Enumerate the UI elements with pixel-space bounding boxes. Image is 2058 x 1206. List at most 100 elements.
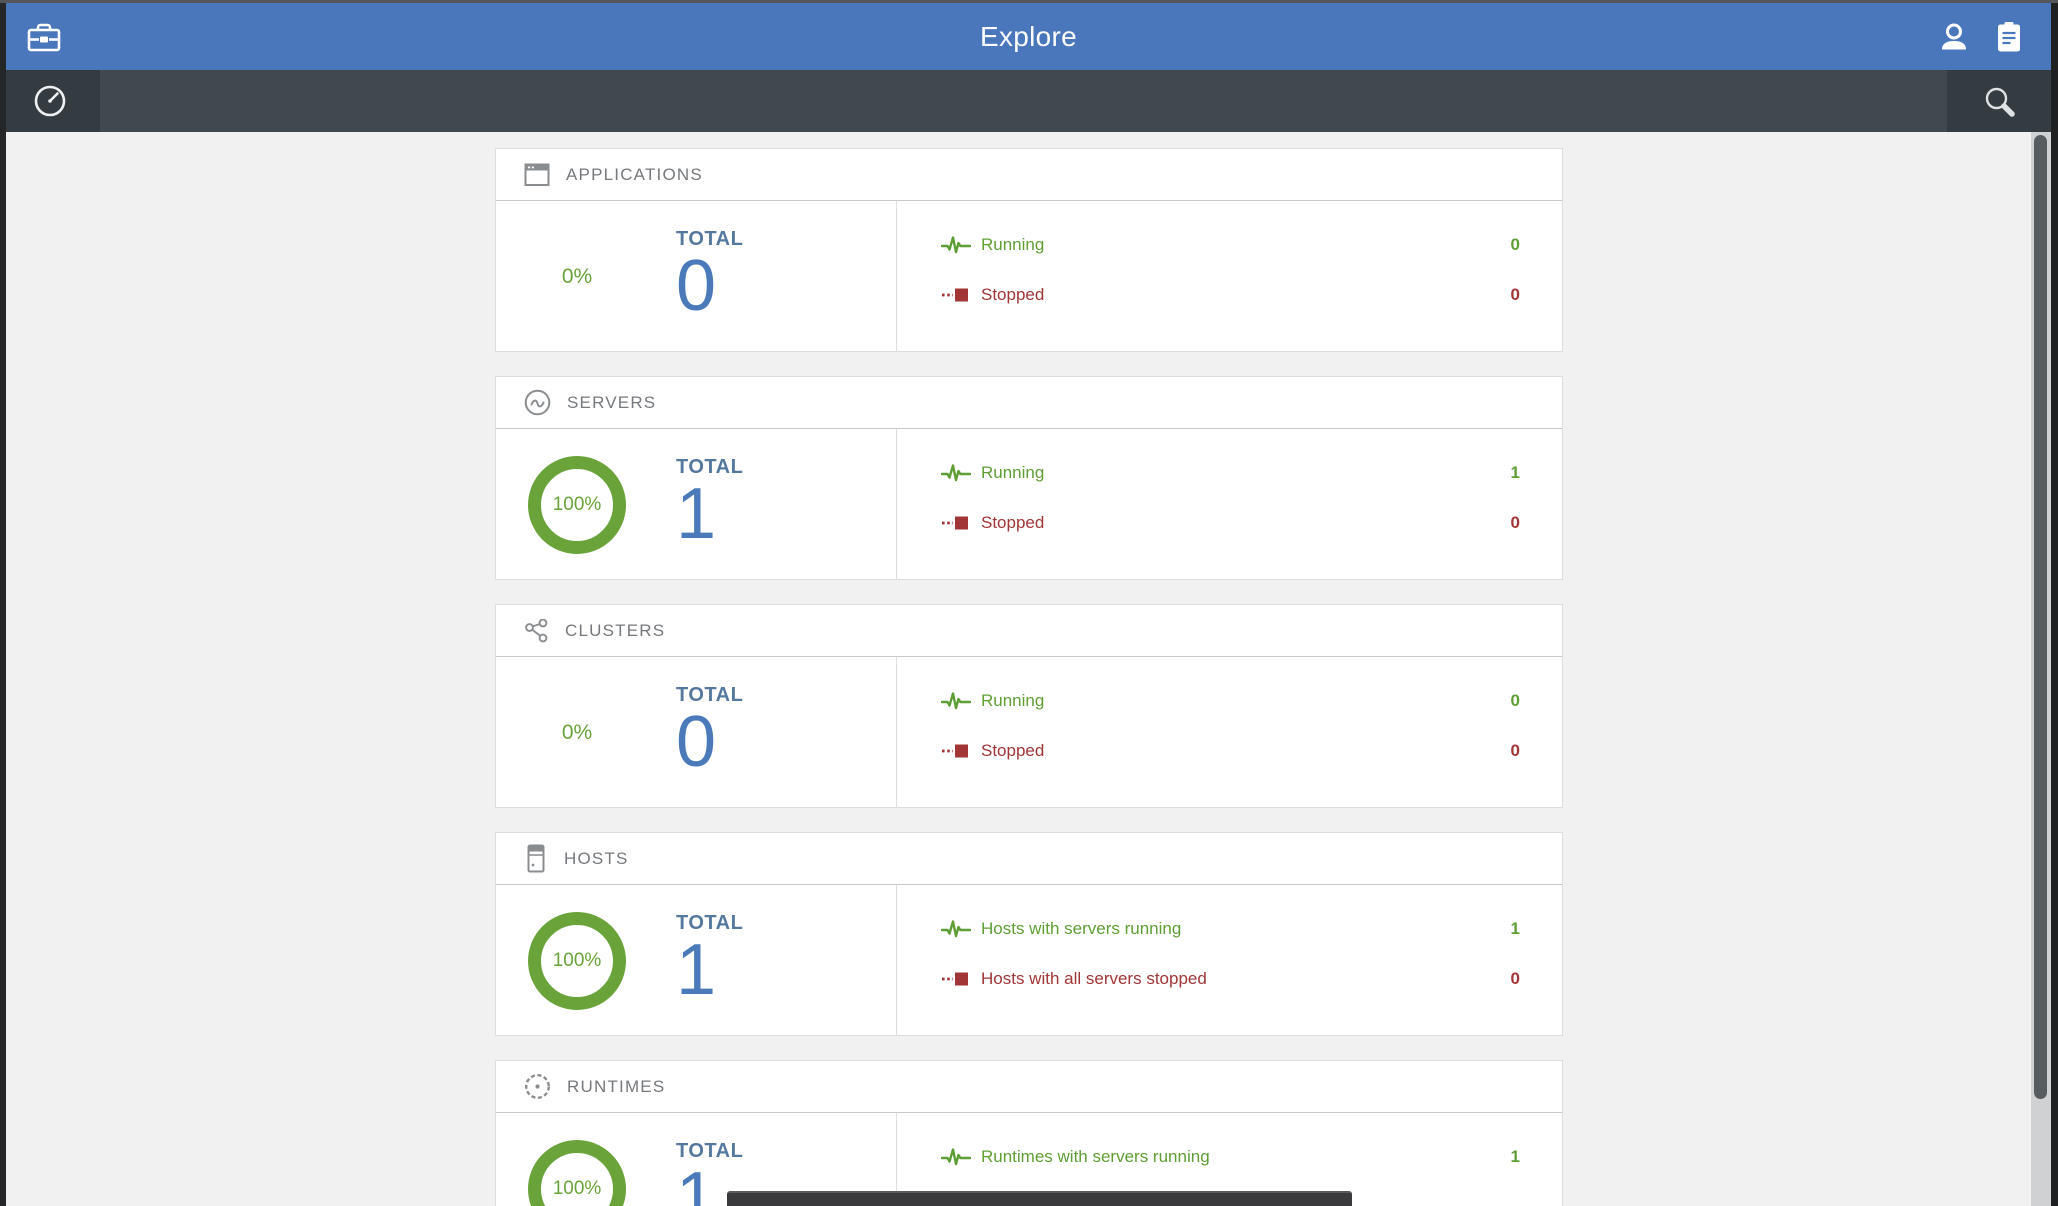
- total-value: 0: [676, 702, 717, 783]
- total-value: 1: [676, 1158, 717, 1206]
- section-servers[interactable]: SERVERS 100% TOTAL 1 Running 1 Stopped 0: [495, 376, 1563, 580]
- status-row-running[interactable]: Hosts with servers running 1: [941, 911, 1520, 947]
- status-label: Runtimes with servers running: [981, 1147, 1210, 1166]
- section-body: 100% TOTAL 1 Running 1 Stopped 0: [496, 429, 1562, 580]
- finder-toolbar: [0, 70, 2051, 132]
- section-statuses: Hosts with servers running 1 Hosts with al…: [897, 885, 1562, 1036]
- stopped-icon: [941, 512, 973, 534]
- section-hosts[interactable]: HOSTS 100% TOTAL 1 Hosts with servers runnin…: [495, 832, 1563, 1036]
- total-label: TOTAL: [676, 456, 744, 479]
- section-header-runtimes: RUNTIMES: [496, 1061, 1562, 1113]
- cluster-icon: [524, 618, 549, 643]
- section-clusters[interactable]: CLUSTERS 0% TOTAL 0 Running 0 Stopped 0: [495, 604, 1563, 808]
- section-statuses: Running 0 Stopped 0: [897, 657, 1562, 808]
- total-label: TOTAL: [676, 912, 744, 935]
- status-count: 0: [1510, 741, 1520, 760]
- section-title: CLUSTERS: [565, 620, 666, 640]
- status-row-stopped[interactable]: Stopped 0: [941, 505, 1520, 541]
- status-count: 1: [1510, 919, 1520, 938]
- section-statuses: Runtimes with servers running 1: [897, 1113, 1562, 1206]
- section-body: 0% TOTAL 0 Running 0 Stopped 0: [496, 201, 1562, 352]
- scrollbar-thumb[interactable]: [2034, 135, 2047, 1099]
- section-title: SERVERS: [567, 392, 657, 412]
- clipboard-icon[interactable]: [1995, 21, 2023, 53]
- status-row-stopped[interactable]: Stopped 0: [941, 733, 1520, 769]
- status-label: Running: [981, 235, 1045, 254]
- status-count: 0: [1510, 285, 1520, 304]
- status-count: 0: [1510, 691, 1520, 710]
- window-top-edge: [0, 0, 2058, 3]
- section-statuses: Running 1 Stopped 0: [897, 429, 1562, 580]
- status-row-running[interactable]: Running 0: [941, 227, 1520, 263]
- window-icon: [524, 163, 550, 187]
- status-label: Stopped: [981, 741, 1045, 760]
- section-title: APPLICATIONS: [566, 164, 703, 184]
- section-body: 0% TOTAL 0 Running 0 Stopped 0: [496, 657, 1562, 808]
- page-title: Explore: [979, 20, 1078, 52]
- title-bar: Explore: [6, 3, 2051, 70]
- section-header-clusters: CLUSTERS: [496, 605, 1562, 657]
- percent-label: 100%: [552, 949, 602, 971]
- section-statuses: Running 0 Stopped 0: [897, 201, 1562, 352]
- user-icon[interactable]: [1939, 22, 1969, 52]
- percent-label: 0%: [561, 264, 593, 288]
- vertical-scrollbar[interactable]: [2031, 132, 2051, 1206]
- window-edge-left: [0, 0, 6, 1206]
- total-label: TOTAL: [676, 228, 744, 251]
- title-bar-actions: [1939, 21, 2051, 53]
- section-summary: 0% TOTAL 0: [496, 201, 897, 352]
- section-summary: 0% TOTAL 0: [496, 657, 897, 808]
- running-icon: [941, 462, 973, 484]
- total-label: TOTAL: [676, 1140, 744, 1163]
- runtime-icon: [524, 1073, 551, 1100]
- status-count: 0: [1510, 969, 1520, 988]
- host-icon: [524, 844, 548, 873]
- status-label: Running: [981, 691, 1045, 710]
- running-icon: [941, 234, 973, 256]
- status-count: 0: [1510, 513, 1520, 532]
- section-summary: 100% TOTAL 1: [496, 429, 897, 580]
- toolbox-icon[interactable]: [26, 21, 62, 53]
- server-icon: [524, 389, 551, 416]
- running-icon: [941, 690, 973, 712]
- sections-column: APPLICATIONS 0% TOTAL 0 Running 0 Stopped 0 SERV…: [495, 132, 1563, 1206]
- donut-chart: 100%: [528, 1139, 626, 1206]
- section-summary: 100% TOTAL 1: [496, 1113, 897, 1206]
- stopped-icon: [941, 284, 973, 306]
- search-icon[interactable]: [1947, 70, 2051, 132]
- total-label: TOTAL: [676, 684, 744, 707]
- running-icon: [941, 918, 973, 940]
- status-row-running[interactable]: Runtimes with servers running 1: [941, 1139, 1520, 1175]
- percent-label: 0%: [561, 720, 593, 744]
- total-value: 1: [676, 930, 717, 1011]
- status-row-running[interactable]: Running 1: [941, 455, 1520, 491]
- section-applications[interactable]: APPLICATIONS 0% TOTAL 0 Running 0 Stopped 0: [495, 148, 1563, 352]
- status-count: 1: [1510, 1147, 1520, 1166]
- content-area: APPLICATIONS 0% TOTAL 0 Running 0 Stopped 0 SERV…: [0, 132, 2058, 1206]
- status-label: Running: [981, 463, 1045, 482]
- running-icon: [941, 1146, 973, 1168]
- status-label: Hosts with servers running: [981, 919, 1182, 938]
- donut-chart: 100%: [528, 455, 626, 554]
- section-summary: 100% TOTAL 1: [496, 885, 897, 1036]
- horizontal-scrollbar-thumb[interactable]: [727, 1191, 1352, 1206]
- stopped-icon: [941, 740, 973, 762]
- section-runtimes[interactable]: RUNTIMES 100% TOTAL 1 Runtimes with servers …: [495, 1060, 1563, 1206]
- stopped-icon: [941, 968, 973, 990]
- status-row-stopped[interactable]: Hosts with all servers stopped 0: [941, 961, 1520, 997]
- status-label: Stopped: [981, 285, 1045, 304]
- status-row-running[interactable]: Running 0: [941, 683, 1520, 719]
- donut-chart: 100%: [528, 911, 626, 1010]
- total-value: 1: [676, 474, 717, 555]
- section-header-applications: APPLICATIONS: [496, 149, 1562, 201]
- section-header-hosts: HOSTS: [496, 833, 1562, 885]
- status-row-stopped[interactable]: Stopped 0: [941, 277, 1520, 313]
- section-body: 100% TOTAL 1 Hosts with servers running 1 Hos…: [496, 885, 1562, 1036]
- section-header-servers: SERVERS: [496, 377, 1562, 429]
- section-body: 100% TOTAL 1 Runtimes with servers running 1: [496, 1113, 1562, 1206]
- total-value: 0: [676, 246, 717, 327]
- status-count: 1: [1510, 463, 1520, 482]
- section-title: RUNTIMES: [567, 1076, 666, 1096]
- gauge-icon[interactable]: [0, 70, 100, 132]
